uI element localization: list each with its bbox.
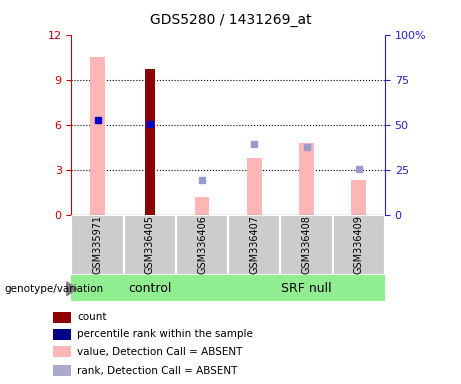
Text: rank, Detection Call = ABSENT: rank, Detection Call = ABSENT [77, 366, 238, 376]
Text: control: control [128, 281, 171, 295]
Text: count: count [77, 312, 107, 322]
Text: GSM336409: GSM336409 [354, 215, 364, 274]
Polygon shape [67, 282, 77, 296]
Bar [299, 143, 314, 215]
Bar [351, 180, 366, 215]
Text: GDS5280 / 1431269_at: GDS5280 / 1431269_at [150, 13, 311, 27]
Bar [90, 57, 105, 215]
Bar [228, 215, 280, 275]
Bar [247, 158, 262, 215]
Bar [53, 346, 71, 357]
Bar [71, 275, 228, 301]
Text: value, Detection Call = ABSENT: value, Detection Call = ABSENT [77, 347, 243, 357]
Bar [333, 215, 385, 275]
Text: SRF null: SRF null [281, 281, 332, 295]
Bar [195, 197, 209, 215]
Bar [228, 275, 385, 301]
Bar [53, 365, 71, 376]
Text: GSM335971: GSM335971 [93, 215, 103, 274]
Bar [53, 329, 71, 340]
Bar [145, 69, 155, 215]
Text: GSM336408: GSM336408 [301, 215, 312, 274]
Text: GSM336407: GSM336407 [249, 215, 260, 274]
Bar [71, 215, 124, 275]
Bar [280, 215, 333, 275]
Text: genotype/variation: genotype/variation [5, 284, 104, 294]
Text: percentile rank within the sample: percentile rank within the sample [77, 329, 254, 339]
Bar [124, 215, 176, 275]
Text: GSM336405: GSM336405 [145, 215, 155, 274]
Bar [176, 215, 228, 275]
Text: GSM336406: GSM336406 [197, 215, 207, 274]
Bar [53, 311, 71, 323]
